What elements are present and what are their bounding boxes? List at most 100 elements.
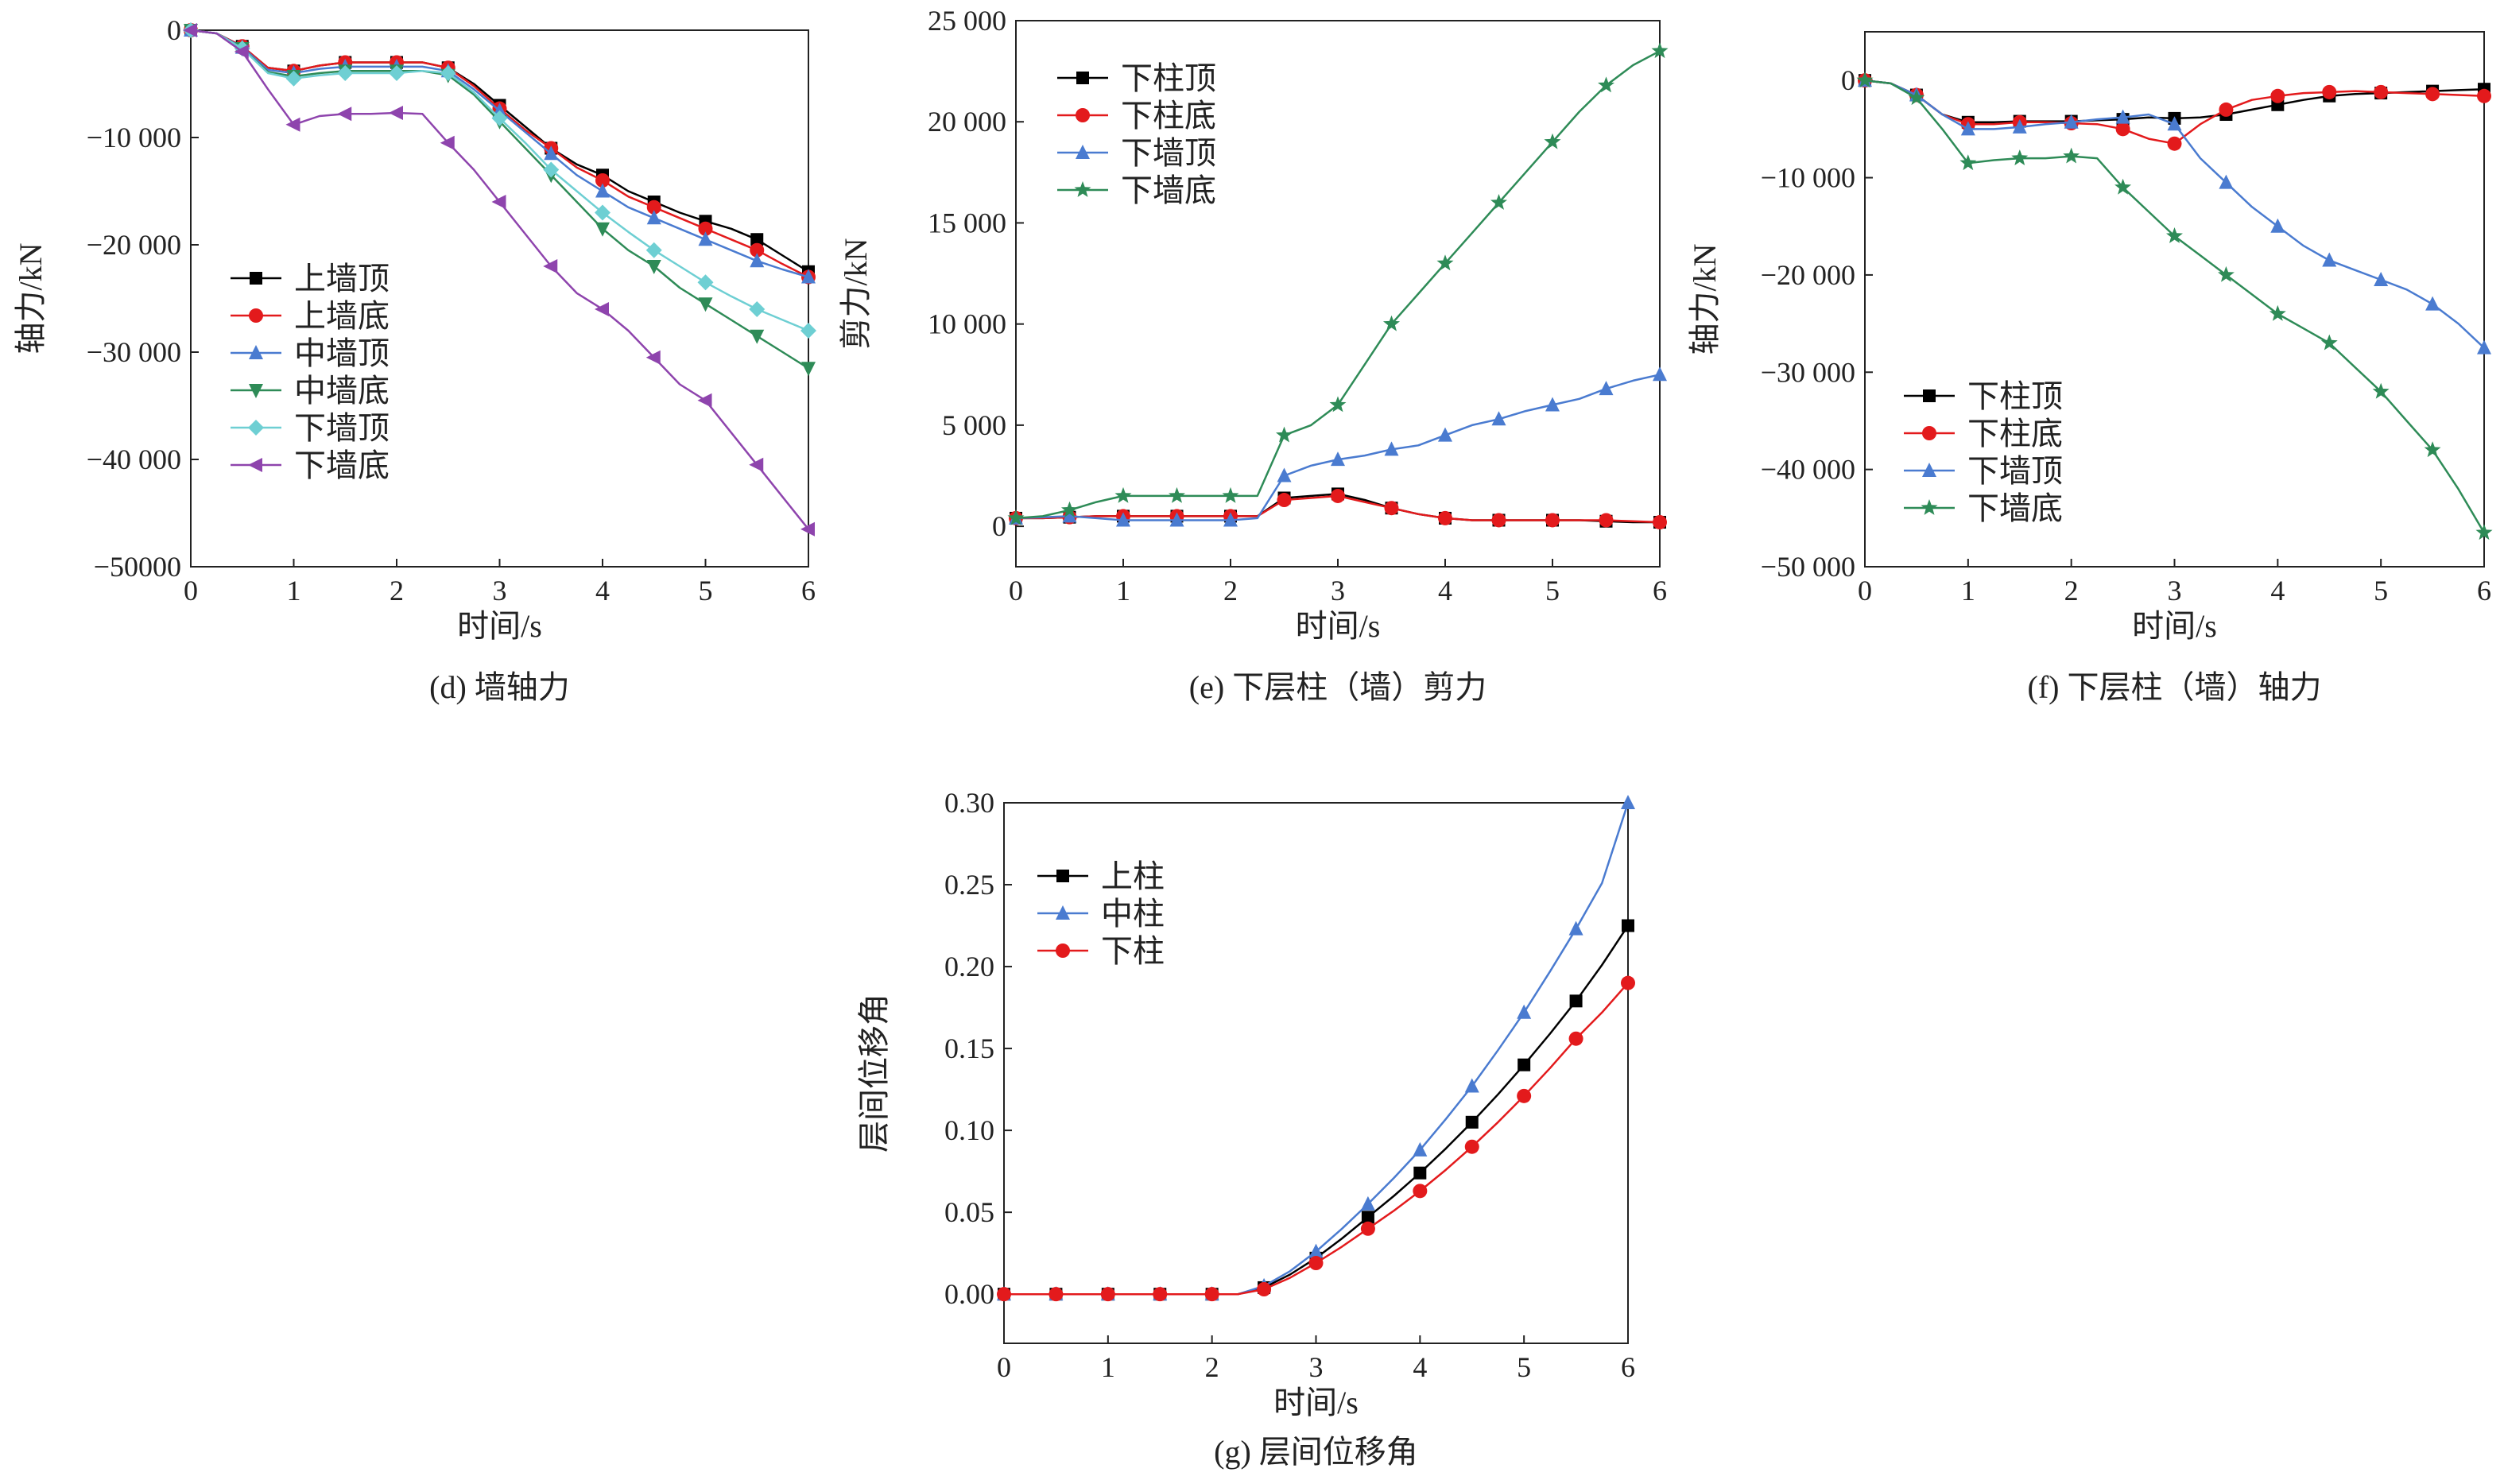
- data-point: [1329, 396, 1347, 413]
- data-point: [2219, 174, 2234, 189]
- data-point: [595, 183, 610, 198]
- data-point: [2372, 382, 2390, 399]
- data-point: [1114, 486, 1132, 503]
- x-tick-label: 4: [595, 575, 610, 606]
- data-point: [2063, 147, 2080, 164]
- legend-marker: [248, 420, 264, 436]
- data-point: [2012, 118, 2027, 134]
- data-point: [440, 135, 455, 150]
- y-tick-label: 0.15: [944, 1033, 994, 1064]
- y-tick-label: −40 000: [1761, 454, 1855, 486]
- legend-marker: [1923, 389, 1936, 402]
- legend-label: 下墙底: [1121, 172, 1216, 208]
- data-point: [1169, 486, 1185, 503]
- series-4: [1856, 72, 2493, 541]
- y-tick-label: 0.05: [944, 1196, 994, 1228]
- data-point: [1856, 72, 1874, 88]
- x-axis-label: 时间/s: [457, 608, 542, 644]
- data-point: [750, 253, 765, 268]
- subfigure-caption: (g) 层间位移角: [1214, 1434, 1418, 1470]
- x-tick-label: 5: [699, 575, 713, 606]
- data-point: [2424, 441, 2441, 458]
- y-tick-label: 15 000: [928, 207, 1006, 238]
- y-axis-label: 轴力/kN: [13, 243, 48, 355]
- series-3: [184, 22, 816, 284]
- data-point: [2322, 252, 2337, 267]
- y-tick-label: 0.25: [944, 869, 994, 901]
- data-point: [1438, 427, 1452, 442]
- x-axis-label: 时间/s: [2132, 608, 2217, 644]
- chart-d: 0 1 2 3 4 5 6 0 −10 000 −20 000 −30 000 −40 000 −500…: [13, 14, 816, 705]
- data-point: [1277, 467, 1292, 482]
- data-point: [1308, 1243, 1324, 1258]
- data-point: [1517, 1004, 1532, 1019]
- data-point: [646, 210, 661, 225]
- data-point: [1384, 441, 1399, 456]
- data-point: [1653, 515, 1667, 530]
- data-point: [1959, 154, 1977, 171]
- data-point: [1277, 493, 1292, 508]
- x-tick-label: 4: [1413, 1351, 1427, 1383]
- legend-label: 下柱底: [1967, 416, 2063, 451]
- data-point: [595, 222, 610, 237]
- x-tick-label: 1: [1961, 575, 1975, 606]
- data-point: [1413, 1184, 1428, 1199]
- legend-marker: [249, 345, 263, 359]
- data-point: [1383, 315, 1400, 331]
- data-point: [749, 457, 764, 472]
- x-tick-label: 1: [1101, 1351, 1115, 1383]
- x-tick-label: 4: [2270, 575, 2285, 606]
- y-axis-label: 剪力/kN: [838, 238, 874, 350]
- data-point: [2270, 218, 2285, 233]
- legend-label: 下柱底: [1121, 98, 1216, 134]
- y-tick-label: −30 000: [87, 336, 181, 368]
- series-line: [1004, 924, 1630, 1296]
- x-tick-label: 1: [287, 575, 301, 606]
- data-point: [1153, 1287, 1168, 1302]
- series-line: [1004, 802, 1630, 1296]
- y-tick-label: 10 000: [928, 308, 1006, 340]
- y-tick-label: 20 000: [928, 106, 1006, 138]
- data-point: [2011, 149, 2029, 165]
- x-tick-label: 3: [1331, 575, 1345, 606]
- data-point: [1360, 1195, 1375, 1211]
- data-point: [491, 110, 508, 126]
- legend-label: 中柱: [1101, 896, 1165, 932]
- data-point: [1061, 501, 1078, 517]
- data-point: [801, 269, 816, 284]
- data-point: [2475, 524, 2493, 541]
- series-4: [1007, 42, 1669, 525]
- data-point: [440, 65, 456, 81]
- data-point: [2477, 88, 2491, 103]
- x-tick-label: 2: [1205, 1351, 1219, 1383]
- legend-label: 下柱: [1101, 933, 1165, 969]
- x-tick-label: 5: [2374, 575, 2388, 606]
- data-point: [1464, 1139, 1479, 1154]
- data-point: [1360, 1221, 1375, 1236]
- chart-e: 0 1 2 3 4 5 6 0 5 000 10 000 15 000 20 000 25 000 时间/…: [838, 5, 1669, 705]
- y-tick-label: −30 000: [1761, 356, 1855, 388]
- data-point: [1007, 509, 1025, 525]
- y-tick-label: 5 000: [942, 409, 1006, 441]
- data-point: [1308, 1256, 1324, 1271]
- data-point: [2374, 272, 2389, 287]
- data-point: [1491, 411, 1506, 426]
- data-point: [1222, 486, 1239, 503]
- legend-label: 上墙底: [294, 298, 390, 334]
- legend-label: 下墙底: [1967, 490, 2063, 526]
- x-tick-label: 0: [997, 1351, 1011, 1383]
- data-point: [595, 204, 610, 221]
- x-tick-label: 2: [1223, 575, 1238, 606]
- data-point: [337, 107, 352, 122]
- data-point: [697, 393, 712, 408]
- series-1: [998, 919, 1634, 1301]
- legend-marker: [1922, 463, 1936, 477]
- data-point: [1413, 1166, 1427, 1180]
- data-point: [1568, 1031, 1583, 1046]
- legend-marker: [1076, 108, 1090, 122]
- y-tick-label: −20 000: [1761, 259, 1855, 291]
- x-tick-label: 0: [184, 575, 198, 606]
- data-point: [543, 259, 558, 273]
- data-point: [2115, 109, 2130, 124]
- data-point: [389, 105, 403, 120]
